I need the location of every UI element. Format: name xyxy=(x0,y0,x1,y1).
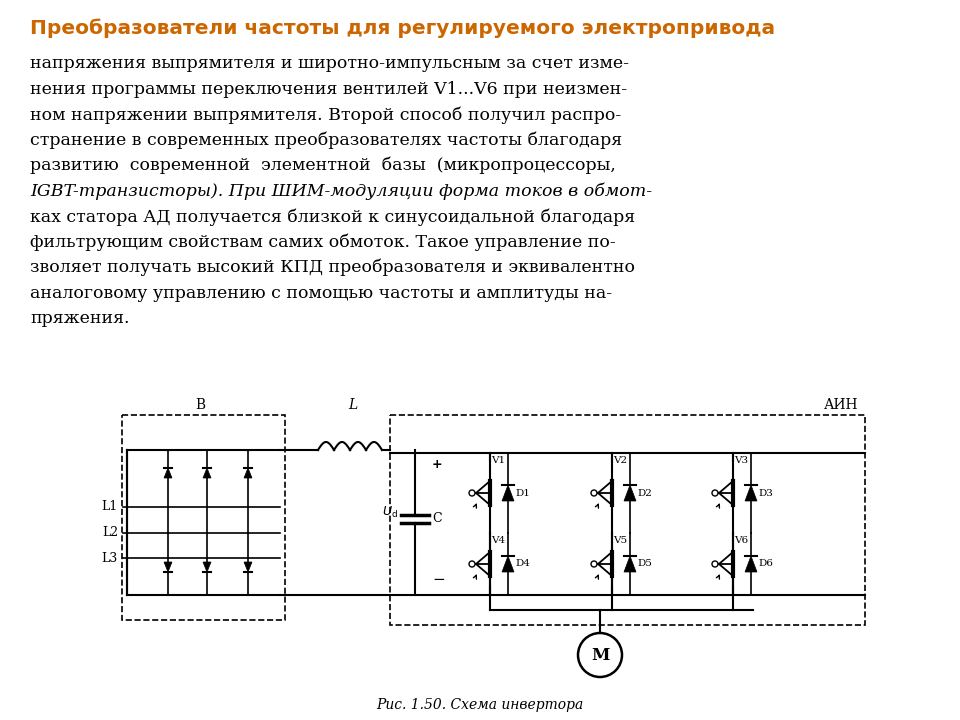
Text: D4: D4 xyxy=(515,559,530,569)
Text: пряжения.: пряжения. xyxy=(30,310,130,327)
Text: напряжения выпрямителя и широтно-импульсным за счет изме-: напряжения выпрямителя и широтно-импульс… xyxy=(30,55,629,72)
Circle shape xyxy=(578,633,622,677)
Polygon shape xyxy=(203,468,211,478)
Text: фильтрующим свойствам самих обмоток. Такое управление по-: фильтрующим свойствам самих обмоток. Так… xyxy=(30,233,615,251)
Text: V5: V5 xyxy=(613,536,627,545)
Text: странение в современных преобразователях частоты благодаря: странение в современных преобразователях… xyxy=(30,132,622,149)
Text: М: М xyxy=(590,647,610,664)
Text: V2: V2 xyxy=(613,456,627,465)
Text: D3: D3 xyxy=(758,488,773,498)
Text: V3: V3 xyxy=(734,456,748,465)
Text: C: C xyxy=(432,513,442,526)
Polygon shape xyxy=(244,562,252,572)
Text: Преобразователи частоты для регулируемого электропривода: Преобразователи частоты для регулируемог… xyxy=(30,18,775,37)
Text: +: + xyxy=(432,458,443,471)
Text: L: L xyxy=(348,398,358,412)
Text: D6: D6 xyxy=(758,559,773,569)
Text: −: − xyxy=(432,572,444,587)
Polygon shape xyxy=(502,556,514,572)
Circle shape xyxy=(591,561,597,567)
Text: V4: V4 xyxy=(491,536,505,545)
Polygon shape xyxy=(745,556,757,572)
Text: L1: L1 xyxy=(102,500,118,513)
Text: D5: D5 xyxy=(637,559,652,569)
Text: B: B xyxy=(195,398,205,412)
Text: зволяет получать высокий КПД преобразователя и эквивалентно: зволяет получать высокий КПД преобразова… xyxy=(30,259,635,276)
Text: D2: D2 xyxy=(637,488,652,498)
Polygon shape xyxy=(745,485,757,501)
Text: D1: D1 xyxy=(515,488,530,498)
Circle shape xyxy=(712,490,718,496)
Text: V1: V1 xyxy=(491,456,505,465)
Polygon shape xyxy=(164,468,172,478)
Bar xyxy=(122,415,285,620)
Text: $U_{\rm d}$: $U_{\rm d}$ xyxy=(382,505,398,520)
Polygon shape xyxy=(502,485,514,501)
Bar xyxy=(390,415,865,625)
Polygon shape xyxy=(244,468,252,478)
Text: аналоговому управлению с помощью частоты и амплитуды на-: аналоговому управлению с помощью частоты… xyxy=(30,284,612,302)
Circle shape xyxy=(712,561,718,567)
Polygon shape xyxy=(624,485,636,501)
Text: L2: L2 xyxy=(102,526,118,539)
Text: нения программы переключения вентилей V1...V6 при неизмен-: нения программы переключения вентилей V1… xyxy=(30,81,627,97)
Circle shape xyxy=(469,490,475,496)
Text: L3: L3 xyxy=(102,552,118,564)
Polygon shape xyxy=(203,562,211,572)
Text: V6: V6 xyxy=(734,536,748,545)
Text: Рис. 1.50. Схема инвертора: Рис. 1.50. Схема инвертора xyxy=(376,698,584,712)
Text: IGBT-транзисторы). При ШИМ-модуляции форма токов в обмот-: IGBT-транзисторы). При ШИМ-модуляции фор… xyxy=(30,182,652,200)
Text: развитию  современной  элементной  базы  (микропроцессоры,: развитию современной элементной базы (ми… xyxy=(30,157,616,174)
Circle shape xyxy=(591,490,597,496)
Text: АИН: АИН xyxy=(824,398,858,412)
Circle shape xyxy=(469,561,475,567)
Text: ках статора АД получается близкой к синусоидальной благодаря: ках статора АД получается близкой к сину… xyxy=(30,208,636,225)
Text: ном напряжении выпрямителя. Второй способ получил распро-: ном напряжении выпрямителя. Второй спосо… xyxy=(30,106,621,124)
Polygon shape xyxy=(164,562,172,572)
Polygon shape xyxy=(624,556,636,572)
